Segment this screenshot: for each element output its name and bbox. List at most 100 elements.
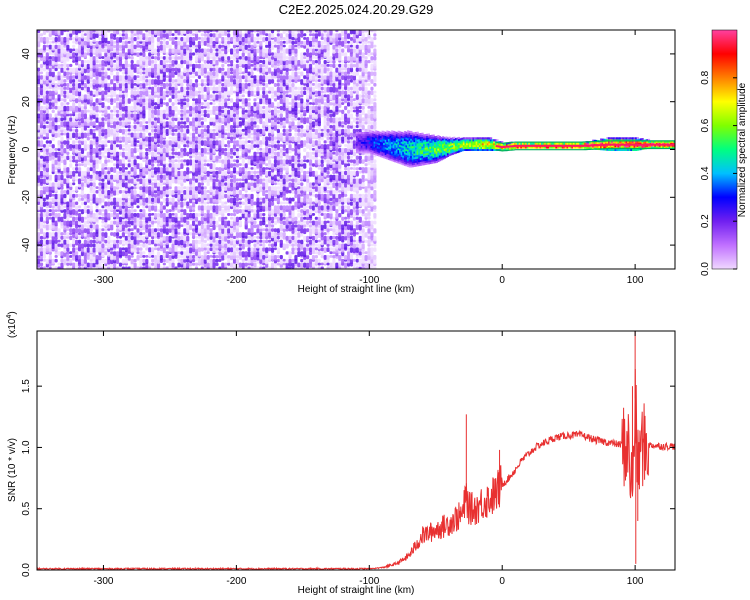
spectrogram-cell xyxy=(39,140,44,146)
spectrogram-cell xyxy=(197,197,202,202)
spectrogram-cell xyxy=(203,113,207,118)
spectrogram-cell xyxy=(253,90,257,94)
spectrogram-cell xyxy=(203,128,207,133)
spectrogram-cell xyxy=(238,67,242,74)
spectrogram-cell xyxy=(174,132,178,137)
spectrogram-cell xyxy=(124,182,128,189)
spectrogram-cell xyxy=(104,33,108,39)
spectrogram-cell xyxy=(250,216,254,222)
spectrogram-cell xyxy=(276,151,280,157)
spectrogram-cell xyxy=(270,109,275,116)
spectrogram-cell xyxy=(110,167,114,173)
spectrogram-cell xyxy=(95,102,99,106)
spectrogram-cell xyxy=(282,186,286,191)
spectrogram-cell xyxy=(224,132,228,136)
spectrogram-cell xyxy=(66,71,70,76)
spectrogram-cell xyxy=(124,239,128,246)
spectrogram-cell xyxy=(153,71,158,76)
spectrogram-cell xyxy=(45,94,49,99)
spectrogram-cell xyxy=(276,102,280,108)
spectrogram-cell xyxy=(80,197,85,201)
spectrogram-cell xyxy=(121,33,126,37)
spectrogram-cell xyxy=(194,235,199,239)
spectrogram-cell xyxy=(285,60,289,65)
spectrogram-cell xyxy=(42,113,47,119)
spectrogram-cell xyxy=(212,224,216,231)
spectrogram-cell xyxy=(291,121,295,127)
spectrogram-cell xyxy=(159,144,164,149)
spectrogram-cell xyxy=(139,86,143,90)
spectrogram-cell xyxy=(270,220,275,224)
spectrogram-cell xyxy=(139,71,143,75)
spectrogram-cell xyxy=(83,102,87,107)
spectrogram-cell xyxy=(227,102,231,105)
spectrogram-cell xyxy=(227,174,231,179)
spectrogram-cell xyxy=(235,193,240,198)
spectrogram-cell xyxy=(86,262,90,268)
spectrogram-cell xyxy=(51,163,55,169)
spectrogram-cell xyxy=(285,216,289,223)
spectrogram-cell xyxy=(57,117,61,123)
spectrogram-cell xyxy=(153,167,158,174)
spectrogram-cell xyxy=(168,56,172,61)
spectrogram-cell xyxy=(189,79,193,86)
spectrogram-cell xyxy=(51,52,55,56)
spectrogram-cell xyxy=(113,128,117,134)
spectrogram-cell xyxy=(259,186,263,193)
spectrogram-cell xyxy=(177,251,181,255)
spectrogram-cell xyxy=(98,262,102,269)
spectrogram-cell xyxy=(262,121,266,127)
spectrogram-cell xyxy=(224,205,228,211)
spectrogram-cell xyxy=(83,216,87,220)
spectrogram-cell xyxy=(89,102,93,107)
spectrogram-cell xyxy=(48,37,52,41)
spectrogram-cell xyxy=(153,132,158,139)
spectrogram-cell xyxy=(92,86,96,90)
spectrogram-cell xyxy=(121,251,126,257)
spectrogram-cell xyxy=(153,247,158,251)
spectrogram-cell xyxy=(77,63,82,69)
spectrogram-cell xyxy=(42,190,47,195)
spectrogram-cell xyxy=(127,193,131,197)
spectrogram-cell xyxy=(168,98,172,103)
spectrogram-cell xyxy=(212,37,216,41)
spectrogram-cell xyxy=(48,251,52,255)
spectrogram-cell xyxy=(227,63,231,67)
spectrogram-cell xyxy=(45,155,49,162)
spectrogram-cell xyxy=(212,132,216,137)
spectrogram-cell xyxy=(83,121,87,127)
spectrogram-cell xyxy=(57,239,61,243)
spectrogram-cell xyxy=(288,113,292,119)
spectrogram-cell xyxy=(203,258,207,264)
spectrogram-cell xyxy=(291,239,295,243)
spectrogram-cell xyxy=(77,266,82,269)
spectrogram-cell xyxy=(238,190,242,196)
spectrogram-cell xyxy=(227,220,231,227)
spectrogram-cell xyxy=(98,60,102,64)
spectrogram-cell xyxy=(118,102,123,107)
spectrogram-cell xyxy=(159,63,164,70)
spectrogram-cell xyxy=(89,174,93,179)
spectrogram-cell xyxy=(256,209,260,214)
spectrogram-cell xyxy=(86,205,90,209)
spectrogram-cell xyxy=(133,109,137,113)
spectrogram-cell xyxy=(45,209,49,216)
spectrogram-cell xyxy=(107,201,111,207)
spectrogram-cell xyxy=(189,60,193,65)
spectrogram-cell xyxy=(107,228,111,231)
spectrogram-cell xyxy=(232,44,237,49)
spectrogram-cell xyxy=(159,212,164,218)
spectrogram-cell xyxy=(253,209,257,214)
spectrogram-cell xyxy=(285,262,289,269)
spectrogram-cell xyxy=(124,52,128,59)
spectrogram-cell xyxy=(83,52,87,59)
spectrogram-cell xyxy=(268,113,272,119)
spectrogram-cell xyxy=(139,243,143,247)
spectrogram-cell xyxy=(227,33,231,38)
spectrogram-cell xyxy=(227,205,231,211)
spectrogram-cell xyxy=(282,40,286,44)
spectrogram-cell xyxy=(104,159,108,164)
spectrogram-cell xyxy=(171,48,175,54)
spectrogram-cell xyxy=(63,205,67,208)
spectrogram-cell xyxy=(83,109,87,114)
